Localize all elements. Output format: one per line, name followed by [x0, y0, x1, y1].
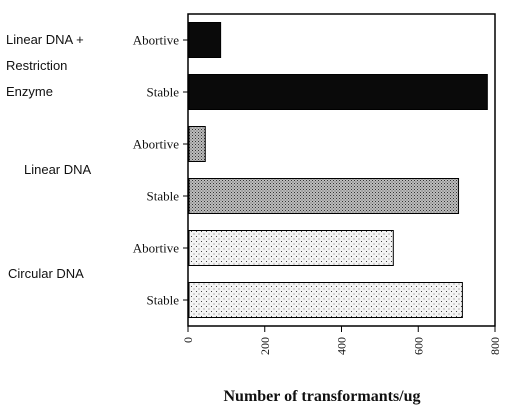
category-label: Abortive — [133, 241, 179, 256]
category-label: Stable — [147, 293, 180, 308]
group-label: Circular DNA — [8, 266, 84, 281]
category-label: Abortive — [133, 137, 179, 152]
x-axis-title: Number of transformants/ug — [223, 388, 420, 405]
x-tick-label: 0 — [181, 337, 195, 343]
bar-0-abortive — [188, 22, 222, 58]
category-label: Abortive — [133, 33, 179, 48]
x-tick-label: 800 — [488, 337, 502, 355]
bar-0-stable — [188, 74, 488, 110]
plot-frame — [187, 13, 496, 327]
bar-1-stable — [188, 178, 460, 214]
group-label: Linear DNA + — [6, 32, 84, 47]
group-label: Enzyme — [6, 84, 53, 99]
category-label: Stable — [147, 85, 180, 100]
category-label: Stable — [147, 189, 180, 204]
bar-1-abortive — [188, 126, 206, 162]
group-label: Restriction — [6, 58, 67, 73]
bar-2-stable — [188, 282, 463, 318]
x-tick-label: 200 — [258, 337, 272, 355]
group-label: Linear DNA — [24, 162, 92, 177]
x-tick-label: 400 — [335, 337, 349, 355]
x-tick-label: 600 — [411, 337, 425, 355]
bar-2-abortive — [188, 230, 394, 266]
